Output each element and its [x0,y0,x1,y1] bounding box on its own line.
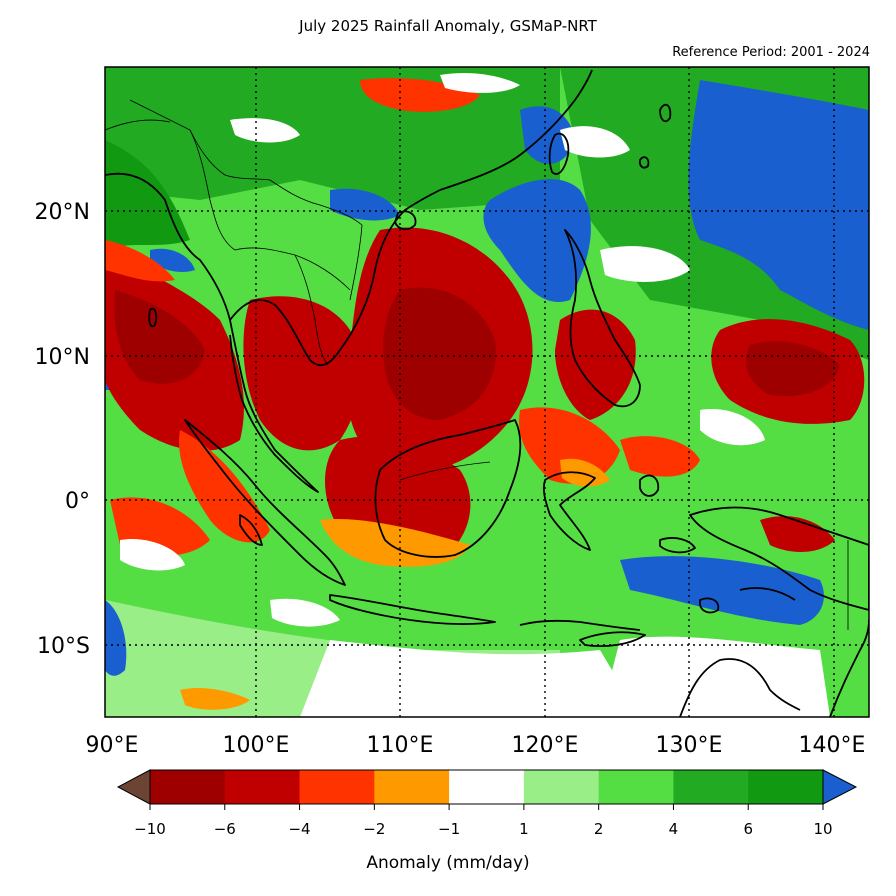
lon-label-120e: 120°E [512,733,579,758]
lat-label-10n: 10°N [35,345,90,370]
colorbar-tick-label: 1 [519,820,529,838]
neutral-white-3 [600,246,690,282]
colorbar-tick-label: 2 [594,820,604,838]
blue-south-china [483,179,591,302]
colorbar-bin [523,770,600,804]
gridlines [105,67,869,717]
dry-new-guinea-north [760,516,835,552]
colorbar-tick-label: 10 [813,820,832,838]
neutral-white-1 [230,118,300,143]
dry-orange-se [560,458,610,487]
colorbar-tick-label: −4 [288,820,310,838]
neutral-white-4 [700,409,765,446]
colorbar-tick-label: −10 [134,820,166,838]
blue-indian-ocean [105,600,127,676]
colorbar: −10 −6 −4 −2 −1 1 2 4 6 10 [116,769,858,838]
blue-south-china-coast [330,188,400,221]
colorbar-title: Anomaly (mm/day) [366,853,530,873]
lon-label-110e: 110°E [367,733,434,758]
colorbar-bin [150,770,226,804]
dry-gulf-thailand [243,296,361,451]
dry-red-nw-coast [620,436,700,477]
map-title: July 2025 Rainfall Anomaly, GSMaP-NRT [299,17,597,35]
colorbar-bin [374,770,450,804]
country-borders [105,99,849,630]
reference-period: Reference Period: 2001 - 2024 [672,45,870,60]
colorbar-under-arrow [116,769,151,805]
colorbar-tick-label: 4 [669,820,679,838]
colorbar-bin [299,770,375,804]
colorbar-frame [149,769,824,805]
darkgreen-west [105,140,190,250]
white-south [300,640,640,717]
anomaly-field [105,67,869,717]
neutral-white-8 [270,598,340,627]
colorbar-tick-label: −2 [363,820,385,838]
lat-label-0: 0° [65,489,90,514]
colorbar-over-arrow [822,769,858,805]
neutral-white-2 [560,126,630,158]
coastlines [105,69,869,717]
dry-philippines [555,309,636,420]
map-frame [104,66,870,718]
dry-pacific-core [746,341,840,397]
colorbar-tick-label: −1 [438,820,460,838]
dry-java [320,519,470,567]
colorbar-tick-label: −6 [214,820,236,838]
neutral-white-5 [120,539,185,571]
neutral-white-6 [600,636,830,717]
colorbar-bin [673,770,749,804]
colorbar-tick-label: 6 [743,820,753,838]
dry-sumatra [179,430,270,543]
dry-orange-south [180,688,250,710]
lon-label-140e: 140°E [799,733,866,758]
lon-label-100e: 100°E [223,733,290,758]
neutral-white-7 [440,73,520,93]
colorbar-bin [598,770,674,804]
lon-label-130e: 130°E [656,733,723,758]
lat-label-10s: 10°S [37,634,90,659]
dry-bay-core [114,290,205,384]
colorbar-bin [449,770,525,804]
colorbar-bin [748,770,824,804]
blue-philippine-sea [688,80,869,330]
dry-scs-core [383,287,496,420]
lat-label-20n: 20°N [35,200,90,225]
dry-celebes [519,407,620,484]
blue-java-sea-east [620,556,824,625]
colorbar-bin [224,770,301,804]
blue-taiwan-strait [520,106,575,164]
dry-red-nw [105,240,175,282]
lon-label-90e: 90°E [86,733,139,758]
